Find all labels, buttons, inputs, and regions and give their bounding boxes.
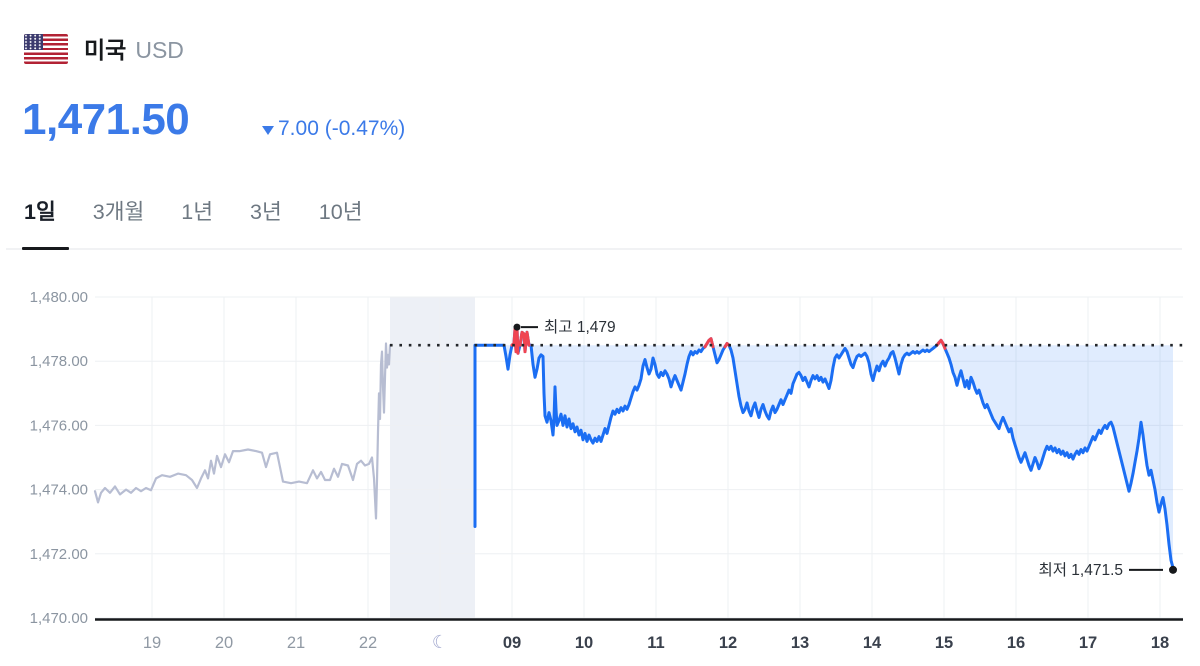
above-close-segment: [935, 338, 947, 350]
tab-3months[interactable]: 3개월: [92, 200, 145, 224]
above-close-segment: [723, 342, 731, 349]
x-axis-label: 19: [143, 634, 161, 652]
x-axis-label: 14: [863, 634, 882, 652]
y-axis-label: 1,478.00: [30, 353, 88, 370]
x-axis-label: 12: [719, 634, 737, 652]
x-axis-label: 11: [647, 634, 664, 652]
closed-market-band: [390, 297, 475, 618]
above-close-segment: [523, 330, 531, 354]
x-axis-label: 20: [215, 634, 233, 652]
x-axis-label: 21: [287, 634, 305, 652]
x-axis-label: 15: [935, 634, 953, 652]
tab-10years[interactable]: 10년: [318, 200, 363, 224]
x-axis-label: 16: [1007, 634, 1025, 652]
tabs-divider: [6, 248, 1182, 250]
y-axis-label: 1,480.00: [30, 289, 88, 306]
exchange-rate-chart[interactable]: 1,480.00 1,478.00 1,476.00 1,474.00 1,472.00…: [0, 260, 1200, 666]
period-tabs: 1일 3개월 1년 3년 10년: [24, 196, 362, 228]
high-point-dot: [513, 323, 521, 331]
country-name: 미국: [84, 37, 127, 63]
x-axis-label: 22: [359, 634, 377, 652]
down-arrow-icon: [262, 125, 274, 135]
moon-icon: ☾: [432, 632, 448, 652]
high-annotation-label: 최고 1,479: [544, 318, 616, 336]
low-point-dot: [1169, 565, 1177, 574]
instrument-title: 미국 USD: [84, 36, 184, 64]
us-flag-icon: [24, 34, 68, 64]
y-axis-label: 1,474.00: [30, 482, 88, 499]
price-change: 7.00 (-0.47%): [262, 117, 405, 141]
x-axis-label: 17: [1079, 634, 1097, 652]
x-axis-label: 18: [1151, 634, 1169, 652]
tab-1day[interactable]: 1일: [24, 200, 56, 224]
change-text: 7.00 (-0.47%): [278, 117, 406, 140]
above-close-segment: [514, 327, 520, 355]
tab-3years[interactable]: 3년: [250, 200, 282, 224]
previous-session-line: [93, 342, 392, 520]
y-axis-label: 1,476.00: [30, 417, 88, 434]
flag-canton: [24, 34, 43, 51]
today-area-fill: [475, 329, 1173, 568]
x-axis-label: 09: [503, 634, 521, 652]
current-rate: 1,471.50: [22, 95, 190, 144]
active-tab-underline: [22, 247, 69, 250]
today-line: [473, 327, 1175, 570]
low-annotation-label: 최저 1,471.5: [1038, 561, 1123, 579]
x-axis-label: 13: [791, 634, 809, 652]
y-axis-label: 1,470.00: [30, 610, 88, 627]
tab-1year[interactable]: 1년: [181, 200, 214, 224]
y-axis-label: 1,472.00: [30, 546, 88, 563]
x-axis-label: 10: [575, 634, 593, 652]
above-close-segment: [703, 337, 715, 349]
currency-code: USD: [135, 37, 184, 63]
